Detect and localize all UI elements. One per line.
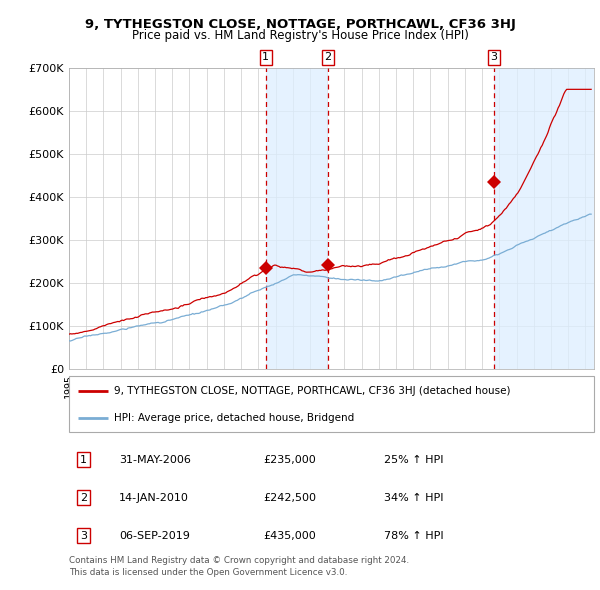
- Bar: [266, 68, 328, 369]
- Text: 06-SEP-2019: 06-SEP-2019: [119, 530, 190, 540]
- Text: £435,000: £435,000: [263, 530, 316, 540]
- Text: Price paid vs. HM Land Registry's House Price Index (HPI): Price paid vs. HM Land Registry's House …: [131, 30, 469, 42]
- FancyBboxPatch shape: [69, 376, 594, 432]
- Text: 34% ↑ HPI: 34% ↑ HPI: [384, 493, 443, 503]
- Text: 1: 1: [262, 53, 269, 63]
- Text: 2: 2: [325, 53, 331, 63]
- Text: 9, TYTHEGSTON CLOSE, NOTTAGE, PORTHCAWL, CF36 3HJ (detached house): 9, TYTHEGSTON CLOSE, NOTTAGE, PORTHCAWL,…: [113, 386, 510, 396]
- Text: Contains HM Land Registry data © Crown copyright and database right 2024.: Contains HM Land Registry data © Crown c…: [69, 556, 409, 565]
- Text: 78% ↑ HPI: 78% ↑ HPI: [384, 530, 443, 540]
- Text: HPI: Average price, detached house, Bridgend: HPI: Average price, detached house, Brid…: [113, 414, 354, 424]
- Text: 1: 1: [80, 455, 87, 464]
- Text: 3: 3: [490, 53, 497, 63]
- Text: 14-JAN-2010: 14-JAN-2010: [119, 493, 189, 503]
- Text: £235,000: £235,000: [263, 455, 316, 464]
- Text: 31-MAY-2006: 31-MAY-2006: [119, 455, 191, 464]
- Text: 3: 3: [80, 530, 87, 540]
- Text: £242,500: £242,500: [263, 493, 316, 503]
- Bar: [494, 68, 594, 369]
- Text: This data is licensed under the Open Government Licence v3.0.: This data is licensed under the Open Gov…: [69, 568, 347, 576]
- Text: 25% ↑ HPI: 25% ↑ HPI: [384, 455, 443, 464]
- Text: 9, TYTHEGSTON CLOSE, NOTTAGE, PORTHCAWL, CF36 3HJ: 9, TYTHEGSTON CLOSE, NOTTAGE, PORTHCAWL,…: [85, 18, 515, 31]
- Text: 2: 2: [80, 493, 87, 503]
